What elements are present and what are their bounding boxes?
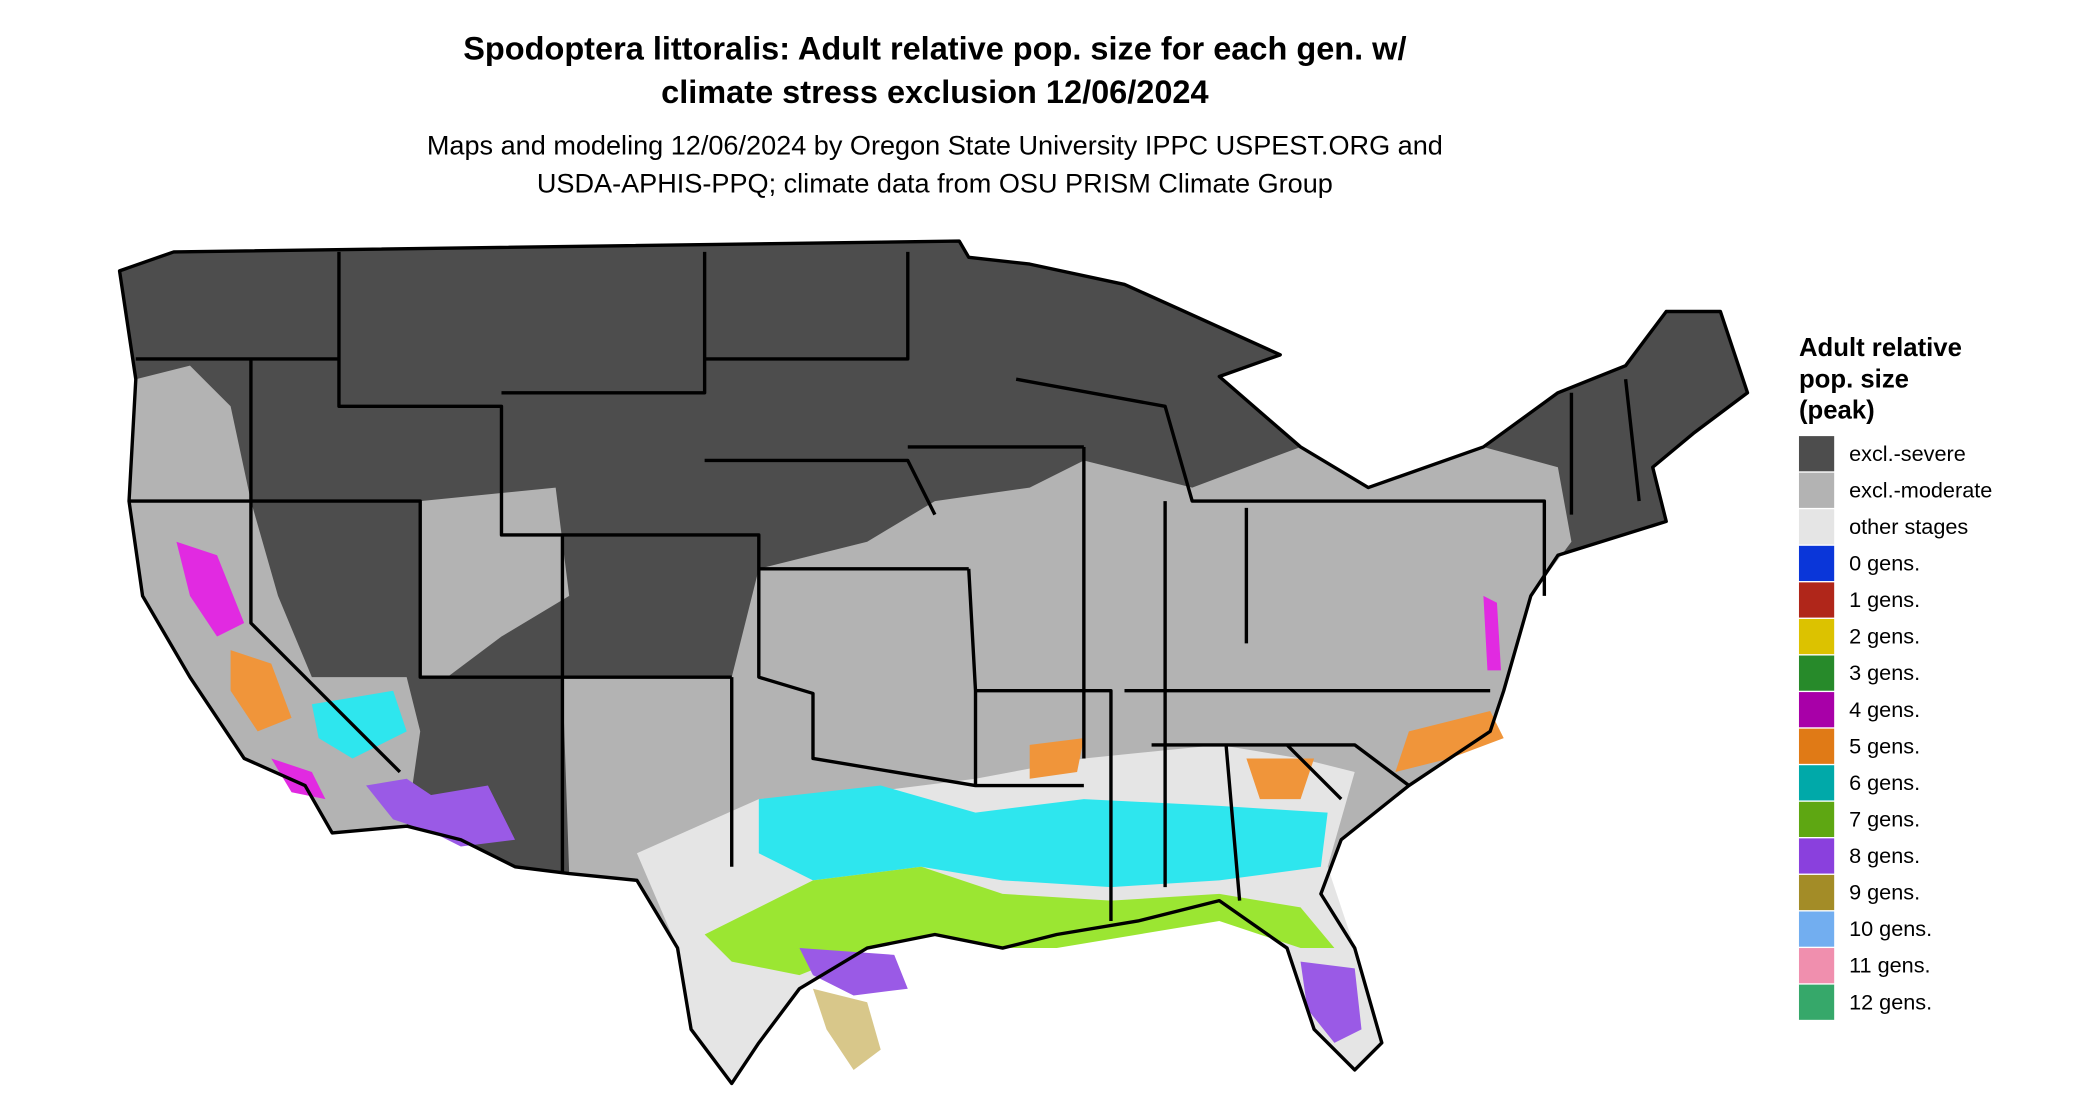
legend-swatch (1798, 948, 1835, 984)
legend-swatch (1798, 874, 1835, 911)
legend-label: 6 gens. (1849, 770, 1920, 795)
zone-7-gens (704, 866, 1335, 976)
legend-swatch (1798, 984, 1835, 1020)
legend-label: excl.-severe (1849, 441, 1966, 466)
us-map (117, 239, 1750, 1086)
legend-swatch (1798, 765, 1835, 801)
legend-label: 1 gens. (1849, 587, 1920, 612)
legend-title: (peak) (1799, 397, 1875, 425)
legend-swatch (1798, 582, 1835, 618)
zone-4-gens (176, 541, 1502, 800)
legend-label: 12 gens. (1849, 989, 1932, 1014)
legend-label: 0 gens. (1849, 550, 1920, 575)
legend-swatch (1798, 692, 1835, 728)
legend-swatch (1798, 911, 1835, 947)
legend-label: excl.-moderate (1849, 477, 1992, 502)
legend-swatch (1798, 838, 1835, 874)
legend-title: pop. size (1799, 365, 1909, 393)
legend-swatch (1798, 728, 1835, 764)
legend-swatch (1798, 509, 1835, 545)
legend-label: 10 gens. (1849, 916, 1932, 941)
zone-9-gens (812, 988, 881, 1070)
legend-swatch (1798, 655, 1835, 691)
legend-label: 11 gens. (1849, 953, 1930, 978)
legend-swatch (1798, 436, 1835, 472)
subtitle: Maps and modeling 12/06/2024 by Oregon S… (427, 129, 1443, 160)
legend-label: 4 gens. (1849, 697, 1920, 722)
legend-swatch (1798, 472, 1835, 508)
legend-title: Adult relative (1799, 334, 1962, 362)
legend-label: 3 gens. (1849, 660, 1920, 685)
title: Spodoptera littoralis: Adult relative po… (463, 31, 1406, 67)
legend-label: 5 gens. (1849, 733, 1920, 758)
legend-label: 2 gens. (1849, 624, 1920, 649)
legend-label: 9 gens. (1849, 880, 1920, 905)
legend: Adult relative pop. size (peak) excl.-se… (1798, 334, 1992, 1020)
legend-swatch (1798, 618, 1835, 655)
legend-swatch (1798, 545, 1835, 582)
state-borders (117, 239, 1750, 1086)
legend-swatch (1798, 801, 1835, 837)
subtitle: USDA-APHIS-PPQ; climate data from OSU PR… (537, 167, 1333, 198)
legend-label: 7 gens. (1849, 806, 1920, 831)
title: climate stress exclusion 12/06/2024 (661, 74, 1208, 110)
zone-8-gens (366, 778, 1362, 1043)
legend-label: 8 gens. (1849, 843, 1920, 868)
legend-label: other stages (1849, 514, 1968, 539)
zone-6-gens (758, 785, 1328, 888)
